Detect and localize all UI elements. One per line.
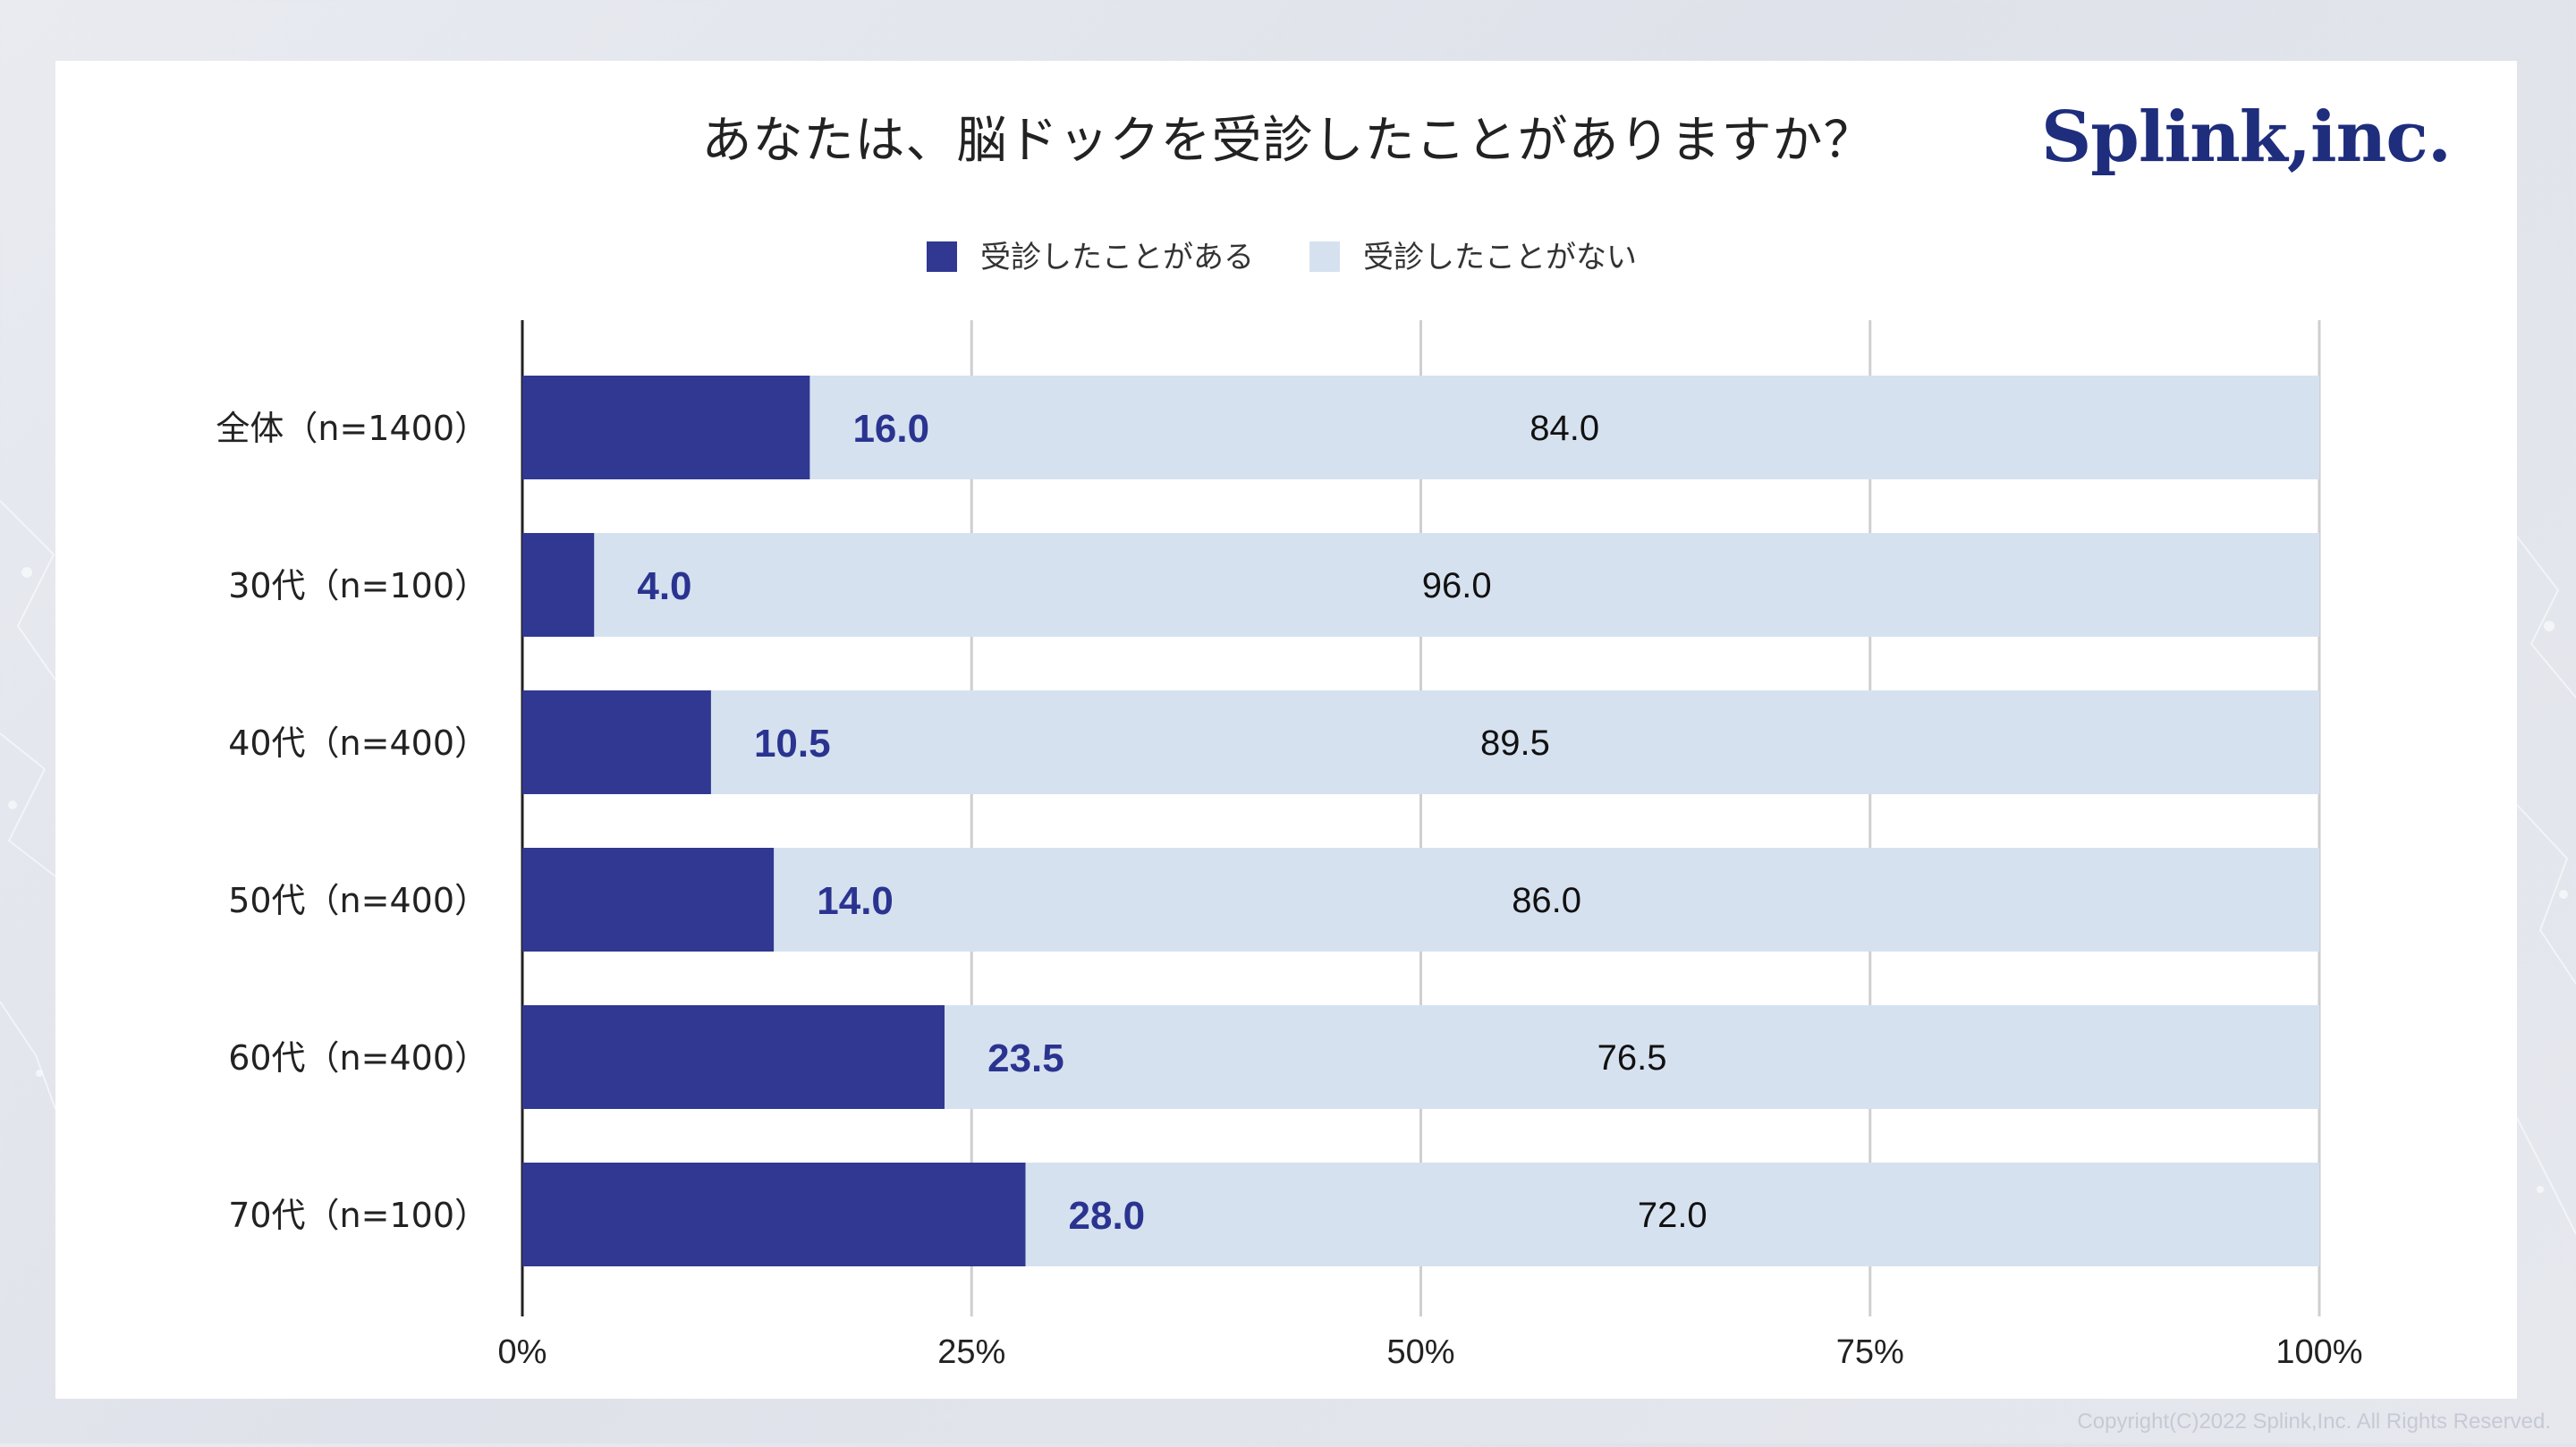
- data-label-yes: 4.0: [637, 564, 691, 608]
- legend-swatch: [1309, 241, 1340, 272]
- category-label: 30代（n=100）: [228, 566, 488, 605]
- data-label-no: 89.5: [1480, 724, 1550, 763]
- data-label-no: 72.0: [1638, 1196, 1707, 1235]
- category-label: 全体（n=1400）: [216, 409, 488, 448]
- legend-swatch: [927, 241, 957, 272]
- bar-segment-no: [710, 690, 2319, 794]
- legend-label: 受診したことがある: [980, 240, 1254, 275]
- data-label-yes: 14.0: [817, 879, 894, 923]
- category-label: 50代（n=400）: [228, 881, 488, 920]
- x-tick-label: 0%: [498, 1333, 547, 1371]
- copyright-text: Copyright(C)2022 Splink,Inc. All Rights …: [2077, 1409, 2551, 1434]
- bar-segment-yes: [522, 690, 711, 794]
- bar-segment-no: [774, 848, 2319, 952]
- bar-segment-yes: [522, 1163, 1026, 1266]
- bar-segment-yes: [522, 533, 595, 637]
- page-title: あなたは、脳ドックを受診したことがありますか？: [701, 112, 1875, 170]
- category-label: 60代（n=400）: [228, 1038, 488, 1078]
- bar-segment-yes: [522, 848, 775, 952]
- bar-segment-no: [1025, 1163, 2319, 1266]
- data-label-no: 76.5: [1597, 1038, 1667, 1078]
- data-label-yes: 10.5: [754, 722, 831, 766]
- x-tick-label: 25%: [937, 1333, 1005, 1371]
- category-label: 70代（n=100）: [228, 1196, 488, 1235]
- data-label-yes: 23.5: [987, 1037, 1064, 1080]
- x-tick-label: 50%: [1386, 1333, 1454, 1371]
- data-label-no: 96.0: [1422, 566, 1492, 605]
- bar-segment-yes: [522, 1005, 945, 1109]
- data-label-yes: 16.0: [852, 407, 929, 451]
- bar-segment-no: [945, 1005, 2319, 1109]
- x-tick-label: 100%: [2275, 1333, 2362, 1371]
- data-label-no: 84.0: [1530, 409, 1599, 448]
- bar-segment-yes: [522, 376, 810, 479]
- company-logo: Splink,inc.: [2040, 97, 2452, 178]
- bar-segment-no: [594, 533, 2319, 637]
- bar-segment-no: [809, 376, 2320, 479]
- x-tick-label: 75%: [1836, 1333, 1904, 1371]
- legend-label: 受診したことがない: [1363, 240, 1637, 275]
- data-label-no: 86.0: [1512, 881, 1581, 920]
- category-label: 40代（n=400）: [228, 724, 488, 763]
- data-label-yes: 28.0: [1069, 1194, 1146, 1238]
